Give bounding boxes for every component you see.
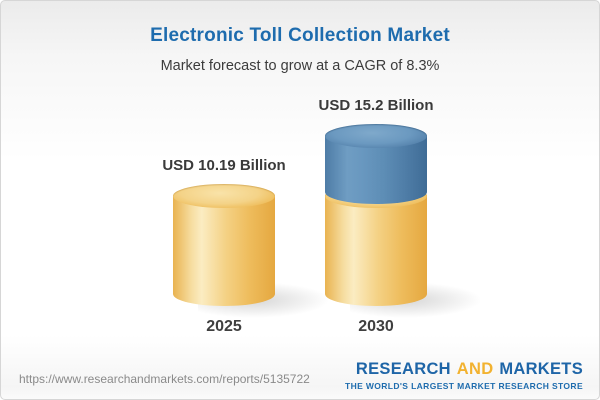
logo-word-and: AND [456,360,494,378]
bar-category-label: 2030 [358,318,394,335]
bar-cylinder-2030-blue [325,123,427,204]
chart-footer: https://www.researchandmarkets.com/repor… [1,351,599,399]
logo-wordmark: RESEARCH AND MARKETS [345,360,583,379]
cylinder-top-ellipse [325,123,427,148]
chart-title: Electronic Toll Collection Market [150,25,450,46]
bar-cylinder-2025-gold [173,183,275,306]
bar-category-label: 2025 [206,318,242,335]
bar-value-label: USD 15.2 Billion [318,96,434,114]
chart-subtitle: Market forecast to grow at a CAGR of 8.3… [160,58,440,74]
logo-word-research: RESEARCH [355,360,451,378]
logo-word-markets: MARKETS [499,360,583,378]
logo-tagline: THE WORLD'S LARGEST MARKET RESEARCH STOR… [345,381,583,391]
chart-header: Electronic Toll Collection Market Market… [1,1,599,74]
cylinder-body [173,195,275,294]
cylinder-top-ellipse [173,183,275,208]
researchandmarkets-logo: RESEARCH AND MARKETS THE WORLD'S LARGEST… [345,360,583,391]
report-url: https://www.researchandmarkets.com/repor… [19,372,310,386]
cylinder-body [325,195,427,294]
bar-value-label: USD 10.19 Billion [162,156,286,174]
